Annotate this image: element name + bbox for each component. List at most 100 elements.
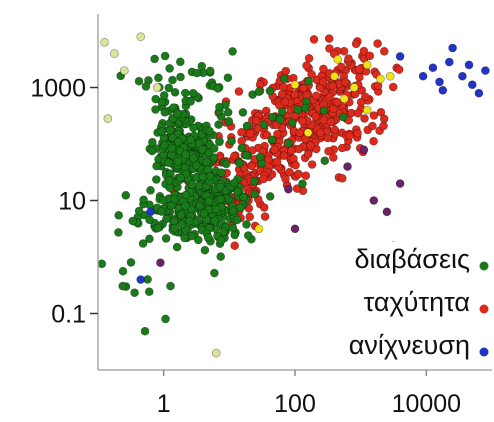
- data-point-series-0: [230, 230, 239, 240]
- data-point-series-0: [180, 233, 189, 243]
- data-point-series-5: [359, 145, 369, 154]
- data-point-series-0: [228, 206, 238, 216]
- data-point-series-1: [294, 169, 303, 179]
- data-point-series-0: [267, 135, 277, 145]
- data-point-series-0: [160, 140, 169, 150]
- data-point-series-0: [150, 54, 159, 64]
- data-point-series-1: [326, 117, 336, 127]
- data-point-series-0: [134, 76, 144, 86]
- data-point-series-0: [164, 158, 173, 168]
- data-point-series-0: [162, 214, 171, 224]
- data-point-series-1: [302, 61, 311, 70]
- data-point-series-0: [176, 210, 186, 220]
- data-point-series-3: [330, 71, 339, 81]
- data-point-series-0: [168, 75, 177, 85]
- data-point-series-1: [251, 116, 261, 125]
- data-point-series-1: [336, 62, 346, 72]
- legend-item-background: [300, 242, 492, 280]
- data-point-series-1: [328, 104, 338, 114]
- data-point-series-0: [236, 203, 245, 212]
- x-tick-label: 10000: [392, 390, 462, 418]
- legend: διαβάσεις ταχύτητα ανίχνευση: [300, 242, 492, 366]
- data-point-series-0: [144, 287, 154, 297]
- legend-label: ταχύτητα: [364, 287, 470, 317]
- data-point-series-0: [186, 135, 196, 144]
- data-point-series-0: [319, 106, 329, 115]
- data-point-series-1: [315, 128, 325, 137]
- data-point-series-4: [100, 37, 109, 47]
- data-point-series-0: [189, 154, 198, 163]
- data-point-series-0: [176, 173, 185, 182]
- data-point-series-1: [264, 155, 273, 165]
- data-point-series-0: [177, 220, 187, 229]
- data-point-series-0: [181, 88, 190, 98]
- data-point-series-0: [176, 57, 185, 67]
- data-point-series-1: [333, 98, 342, 107]
- data-point-series-1: [354, 65, 364, 74]
- data-point-series-1: [307, 160, 317, 169]
- data-point-series-0: [166, 201, 176, 211]
- data-point-series-0: [298, 179, 307, 188]
- data-point-series-2: [395, 52, 405, 61]
- data-point-series-1: [297, 116, 307, 126]
- data-point-series-0: [187, 231, 197, 241]
- data-point-series-0: [192, 68, 202, 78]
- data-point-series-1: [360, 114, 369, 123]
- data-point-series-0: [148, 137, 157, 147]
- data-point-series-1: [319, 64, 328, 74]
- data-point-series-1: [270, 145, 279, 154]
- data-point-series-4: [136, 32, 145, 42]
- legend-item-background: [300, 285, 492, 323]
- data-point-series-1: [325, 44, 334, 53]
- data-point-series-1: [394, 65, 404, 74]
- data-point-series-1: [307, 70, 316, 79]
- data-point-series-0: [161, 314, 170, 324]
- data-point-series-0: [141, 82, 151, 91]
- data-point-series-0: [166, 126, 175, 135]
- data-point-series-1: [273, 129, 282, 139]
- data-point-series-1: [301, 171, 311, 180]
- data-point-series-2: [464, 60, 474, 70]
- data-point-series-1: [306, 141, 315, 150]
- data-point-series-0: [154, 73, 163, 83]
- data-point-series-0: [205, 171, 215, 181]
- data-point-series-0: [165, 64, 174, 73]
- data-point-series-1: [272, 157, 282, 166]
- legend-marker: [479, 304, 489, 314]
- data-point-series-1: [376, 107, 386, 117]
- data-point-series-0: [300, 103, 310, 113]
- data-point-series-0: [173, 157, 183, 166]
- data-point-series-4: [110, 49, 119, 58]
- data-point-series-0: [165, 176, 174, 185]
- data-point-series-0: [130, 288, 139, 298]
- data-point-series-0: [216, 236, 226, 245]
- data-point-series-3: [362, 105, 372, 115]
- data-point-series-0: [194, 181, 204, 191]
- data-point-series-0: [121, 191, 131, 200]
- data-point-series-3: [339, 94, 349, 104]
- data-point-series-0: [233, 187, 242, 196]
- data-point-series-0: [114, 211, 123, 220]
- data-point-series-0: [243, 231, 253, 240]
- data-point-series-1: [345, 131, 354, 140]
- data-point-series-1: [294, 144, 304, 154]
- data-point-series-1: [351, 39, 361, 49]
- data-point-series-1: [318, 77, 328, 86]
- data-point-series-4: [152, 83, 162, 92]
- data-point-series-0: [213, 84, 223, 93]
- data-point-series-0: [209, 144, 219, 153]
- data-point-series-0: [304, 76, 313, 86]
- data-point-series-0: [293, 105, 303, 114]
- data-point-series-0: [242, 121, 252, 131]
- data-point-series-1: [292, 184, 302, 193]
- data-point-series-0: [338, 112, 348, 122]
- legend-label: διαβάσεις: [355, 244, 471, 274]
- data-point-series-1: [337, 143, 347, 153]
- data-point-series-0: [176, 72, 185, 82]
- data-point-series-0: [216, 252, 225, 261]
- data-point-series-0: [242, 220, 251, 229]
- data-point-series-1: [359, 46, 369, 56]
- data-point-series-1: [234, 87, 244, 96]
- data-point-series-0: [170, 88, 180, 97]
